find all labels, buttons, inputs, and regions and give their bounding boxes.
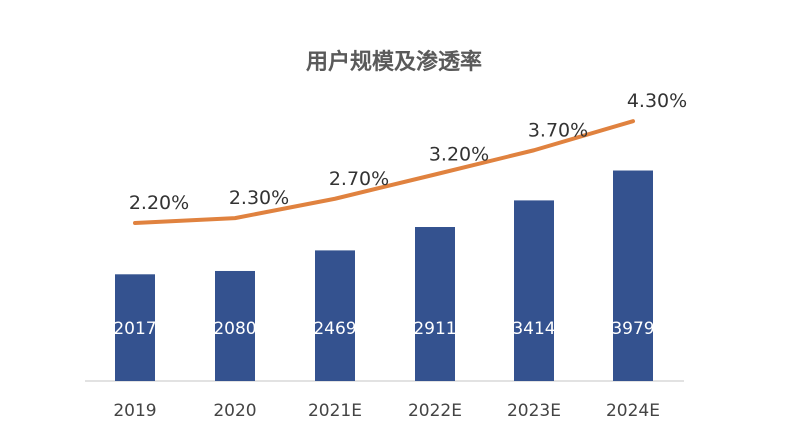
line-label-2021E: 2.70% [329,168,389,190]
x-tick-2021E: 2021E [308,401,362,421]
line-label-2020: 2.30% [229,187,289,209]
x-tick-2023E: 2023E [507,401,561,421]
x-tick-2020: 2020 [213,401,256,421]
bar-label-2024E: 3979 [611,319,654,339]
bar-2024E [613,170,653,381]
bar-2021E [315,250,355,381]
line-label-2019: 2.20% [129,192,189,214]
bar-2020 [215,270,255,381]
bar-label-2020: 2080 [213,319,256,339]
line-label-2023E: 3.70% [528,119,588,141]
bar-2023E [514,200,554,381]
bar-2019 [115,274,155,381]
x-tick-2019: 2019 [113,401,156,421]
bar-label-2023E: 3414 [512,319,555,339]
bar-2022E [415,227,455,381]
x-tick-2022E: 2022E [408,401,462,421]
x-tick-2024E: 2024E [606,401,660,421]
bar-label-2021E: 2469 [313,319,356,339]
penetration-line [133,119,635,225]
line-label-2022E: 3.20% [429,144,489,166]
bar-label-2022E: 2911 [413,319,456,339]
chart-title: 用户规模及渗透率 [305,50,482,75]
bar-label-2019: 2017 [113,319,156,339]
line-label-2024E: 4.30% [627,90,687,112]
